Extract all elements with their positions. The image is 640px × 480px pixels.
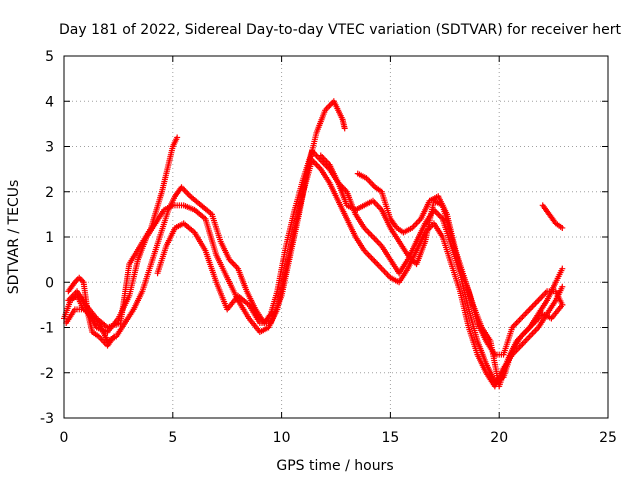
data-point bbox=[559, 283, 566, 290]
data-points bbox=[61, 98, 566, 390]
y-axis-label: SDTVAR / TECUs bbox=[6, 180, 22, 295]
y-tick-label: -2 bbox=[40, 366, 54, 382]
x-tick-label: 0 bbox=[60, 430, 69, 446]
y-tick-label: 4 bbox=[45, 94, 54, 110]
data-point bbox=[341, 125, 348, 132]
y-tick-label: -1 bbox=[40, 321, 54, 337]
data-point bbox=[174, 134, 181, 141]
axis-ticks bbox=[63, 55, 609, 419]
y-tick-label: 3 bbox=[45, 140, 54, 156]
data-point bbox=[559, 301, 566, 308]
series-track-6 bbox=[354, 170, 566, 390]
series-track-4 bbox=[154, 98, 348, 326]
y-tick-label: -3 bbox=[40, 411, 54, 427]
series-track-5 bbox=[317, 152, 566, 358]
tick-labels: 0 5 10 15 20 25 -3 -2 -1 0 1 2 3 4 5 bbox=[40, 49, 617, 446]
chart-title: Day 181 of 2022, Sidereal Day-to-day VTE… bbox=[59, 22, 621, 38]
series-track-3 bbox=[65, 134, 181, 331]
series-track-8 bbox=[65, 274, 118, 349]
y-tick-label: 1 bbox=[45, 230, 54, 246]
x-tick-label: 10 bbox=[273, 430, 291, 446]
y-tick-label: 0 bbox=[45, 275, 54, 291]
data-point bbox=[559, 265, 566, 272]
y-tick-label: 5 bbox=[45, 49, 54, 65]
series-track-7 bbox=[539, 202, 566, 231]
data-point bbox=[559, 224, 566, 231]
x-axis-label: GPS time / hours bbox=[276, 458, 393, 474]
data-point bbox=[111, 333, 118, 340]
x-tick-label: 15 bbox=[381, 430, 399, 446]
x-tick-label: 20 bbox=[490, 430, 508, 446]
y-tick-label: 2 bbox=[45, 185, 54, 201]
x-tick-label: 25 bbox=[599, 430, 617, 446]
x-tick-label: 5 bbox=[168, 430, 177, 446]
series-track-1 bbox=[61, 148, 566, 385]
